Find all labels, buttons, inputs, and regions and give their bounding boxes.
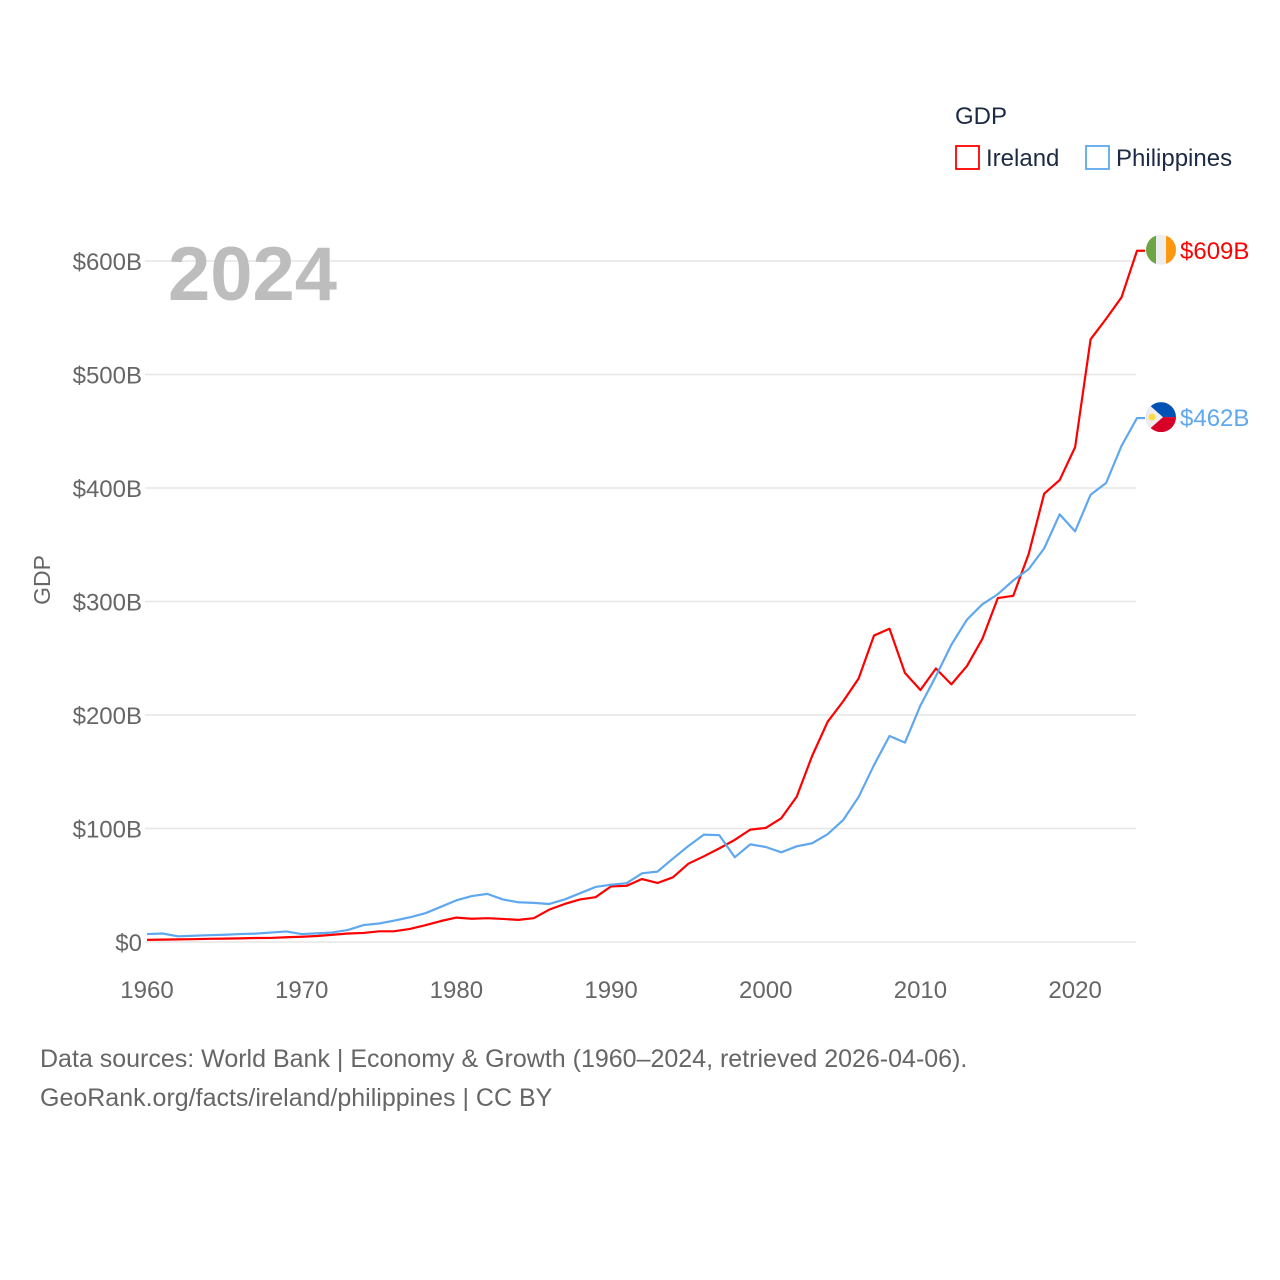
x-tick-label: 1980 (430, 977, 483, 1004)
x-tick-label: 1960 (120, 977, 173, 1004)
philippines-flag-icon (1146, 402, 1176, 433)
footer-attribution[interactable]: GeoRank.org/facts/ireland/philippines | … (40, 1084, 553, 1112)
x-tick-label: 2020 (1048, 977, 1101, 1004)
end-value-label-philippines: $462B (1180, 405, 1249, 432)
y-tick-label: $500B (73, 363, 142, 390)
end-value-label-ireland: $609B (1180, 238, 1249, 265)
y-tick-label: $100B (73, 817, 142, 844)
x-tick-label: 1990 (584, 977, 637, 1004)
y-tick-label: $600B (73, 249, 142, 276)
ireland-flag-icon (1146, 234, 1176, 265)
legend-swatch-philippines (1085, 145, 1110, 170)
y-tick-label: $200B (73, 703, 142, 730)
x-tick-label: 1970 (275, 977, 328, 1004)
legend-label-philippines[interactable]: Philippines (1116, 145, 1232, 172)
y-tick-label: $0 (115, 930, 142, 957)
y-axis-label: GDP (29, 555, 55, 605)
year-watermark: 2024 (168, 232, 337, 317)
legend-swatch-ireland (955, 145, 980, 170)
x-tick-label: 2000 (739, 977, 792, 1004)
x-tick-label: 2010 (894, 977, 947, 1004)
y-tick-label: $300B (73, 590, 142, 617)
series-line-ireland (146, 249, 1145, 941)
y-tick-label: $400B (73, 476, 142, 503)
footer-sources: Data sources: World Bank | Economy & Gro… (40, 1045, 968, 1073)
series-line-philippines (146, 416, 1145, 938)
legend-label-ireland[interactable]: Ireland (986, 145, 1059, 172)
legend-title: GDP (955, 103, 1007, 130)
